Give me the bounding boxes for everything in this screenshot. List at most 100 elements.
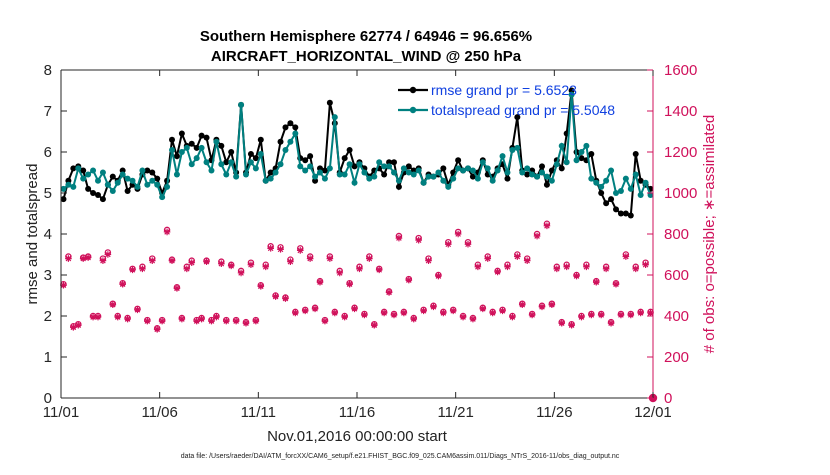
obs-assimilated-point — [380, 309, 388, 317]
rmse-point — [80, 167, 87, 174]
chart-title-line1: Southern Hemisphere 62774 / 64946 = 96.6… — [200, 28, 532, 45]
obs-assimilated-point — [198, 315, 205, 323]
obs-assimilated-point — [104, 251, 112, 258]
obs-assimilated-point — [99, 257, 107, 264]
totalspread-point — [376, 159, 383, 166]
totalspread-point — [430, 173, 437, 180]
totalspread-point — [494, 167, 501, 174]
x-tick-label: 12/01 — [634, 404, 672, 421]
x-tick-label: 11/26 — [536, 404, 572, 421]
obs-assimilated-point — [597, 311, 605, 319]
rmse-point — [603, 200, 610, 207]
rmse-point — [173, 153, 180, 160]
obs-assimilated-point — [114, 313, 122, 321]
obs-assimilated-point — [642, 261, 649, 269]
obs-assimilated-point — [74, 321, 82, 329]
totalspread-point — [405, 169, 412, 176]
obs-assimilated-point — [509, 313, 516, 321]
rmse-point — [178, 130, 185, 137]
rmse-point — [193, 144, 200, 151]
totalspread-point — [593, 179, 600, 186]
totalspread-point — [534, 173, 541, 180]
obs-assimilated-point — [168, 257, 176, 264]
rmse-point — [169, 136, 175, 143]
totalspread-point — [514, 144, 521, 151]
totalspread-point — [504, 169, 511, 176]
totalspread-point — [233, 173, 240, 180]
obs-assimilated-point — [89, 313, 97, 321]
totalspread-point — [188, 161, 195, 168]
obs-assimilated-point — [514, 253, 521, 260]
obs-assimilated-point — [385, 289, 393, 296]
rmse-point — [109, 173, 116, 180]
obs-assimilated-point — [444, 240, 452, 248]
obs-assimilated-point — [425, 257, 432, 264]
rmse-point — [440, 165, 447, 172]
obs-assimilated-point — [405, 276, 413, 284]
obs-assimilated-point — [612, 280, 620, 288]
totalspread-point — [455, 165, 462, 172]
totalspread-point — [356, 161, 363, 168]
x-tick-label: 11/11 — [241, 404, 276, 421]
totalspread-point — [60, 185, 67, 192]
totalspread-point — [144, 181, 151, 188]
totalspread-point — [346, 161, 353, 168]
totalspread-point — [243, 171, 249, 178]
legend-totalspread-label: totalspread grand pr = 5.5048 — [431, 102, 615, 118]
rmse-point — [568, 87, 575, 94]
obs-assimilated-point — [109, 301, 117, 309]
obs-assimilated-point — [617, 311, 625, 319]
totalspread-point — [277, 161, 284, 168]
totalspread-point — [90, 167, 97, 174]
totalspread-point — [95, 177, 101, 184]
rmse-point — [627, 212, 634, 219]
obs-assimilated-point — [583, 263, 590, 271]
rmse-point — [391, 159, 397, 166]
obs-assimilated-point — [400, 309, 408, 317]
totalspread-point — [198, 144, 205, 151]
totalspread-point — [282, 146, 289, 153]
rmse-point — [247, 151, 254, 158]
rmse-point — [252, 155, 259, 162]
obs-assimilated-point — [163, 228, 171, 236]
y-tick-label-left: 7 — [44, 103, 52, 120]
legend: rmse grand pr = 5.6523 totalspread grand… — [398, 82, 615, 118]
totalspread-point — [371, 173, 378, 180]
totalspread-point — [588, 175, 595, 182]
totalspread-point — [287, 138, 294, 145]
rmse-point — [90, 190, 97, 196]
y-tick-label-left: 1 — [44, 349, 52, 366]
rmse-point — [218, 142, 225, 149]
obs-assimilated-point — [553, 265, 561, 273]
footer-data-file: data file: /Users/raeder/DAI/ATM_forcXX/… — [181, 453, 620, 460]
totalspread-point — [568, 91, 575, 98]
totalspread-point — [642, 179, 649, 186]
rmse-point — [307, 153, 314, 160]
obs-assimilated-point — [153, 326, 161, 333]
rmse-point — [386, 159, 393, 166]
totalspread-point — [139, 167, 146, 174]
totalspread-point — [558, 142, 565, 149]
rmse-point — [203, 134, 210, 141]
obs-assimilated-point — [183, 265, 191, 273]
totalspread-point — [400, 165, 407, 172]
obs-assimilated-point — [568, 321, 575, 329]
totalspread-point — [317, 169, 323, 176]
rmse-point — [504, 175, 511, 182]
obs-assimilated-point — [139, 265, 146, 273]
plot-area — [61, 70, 653, 398]
y-axis-label-right: # of obs: o=possible; ∗=assimilated — [701, 115, 718, 354]
rmse-point — [154, 175, 161, 182]
totalspread-point — [154, 181, 161, 188]
rmse-point — [469, 173, 476, 180]
totalspread-point — [178, 149, 185, 155]
totalspread-point — [70, 183, 77, 190]
rmse-point — [455, 157, 462, 164]
totalspread-point — [247, 159, 254, 166]
obs-assimilated-point — [494, 268, 501, 276]
totalspread-point — [598, 183, 605, 190]
obs-assimilated-point — [306, 255, 314, 262]
totalspread-point — [391, 169, 397, 176]
totalspread-point — [415, 167, 422, 174]
totalspread-point — [159, 194, 166, 201]
